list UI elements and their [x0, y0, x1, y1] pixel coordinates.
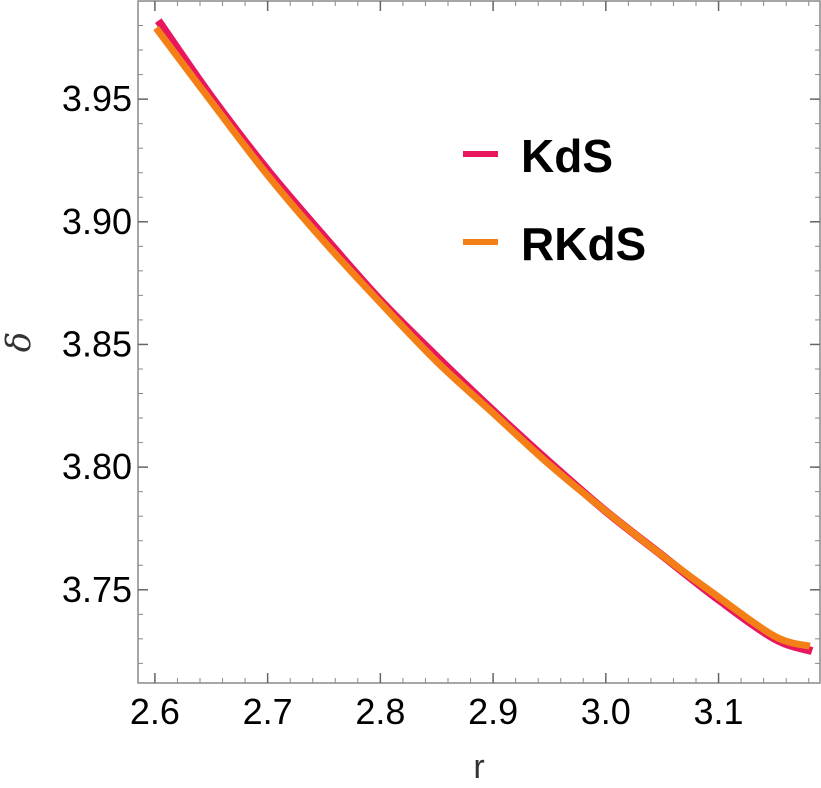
x-tick-label: 2.7 — [243, 691, 293, 732]
x-tick-label: 3.1 — [694, 691, 744, 732]
x-axis-label: r — [473, 748, 484, 786]
legend: KdS RKdS — [463, 130, 646, 270]
x-tick-label: 3.0 — [581, 691, 631, 732]
x-tick-label: 2.9 — [468, 691, 518, 732]
legend-label-rkds: RKdS — [521, 218, 646, 270]
major-ticks — [138, 1, 820, 683]
x-tick-label: 2.6 — [130, 691, 180, 732]
series-line-kds — [155, 18, 814, 655]
y-tick-label: 3.95 — [62, 78, 132, 119]
y-tick-label: 3.90 — [62, 201, 132, 242]
minor-ticks — [138, 0, 820, 683]
plot-frame — [137, 0, 821, 684]
legend-label-kds: KdS — [521, 130, 613, 182]
series-layer — [153, 18, 814, 655]
y-tick-label: 3.75 — [62, 569, 132, 610]
y-axis-label: δ — [0, 332, 39, 352]
series-line-rkds — [153, 25, 811, 650]
y-tick-label: 3.85 — [62, 323, 132, 364]
x-tick-label: 2.8 — [355, 691, 405, 732]
tick-labels: 2.6 2.7 2.8 2.9 3.0 3.1 3.75 3.80 3.85 3.90 3.95 — [62, 78, 744, 732]
y-tick-label: 3.80 — [62, 446, 132, 487]
